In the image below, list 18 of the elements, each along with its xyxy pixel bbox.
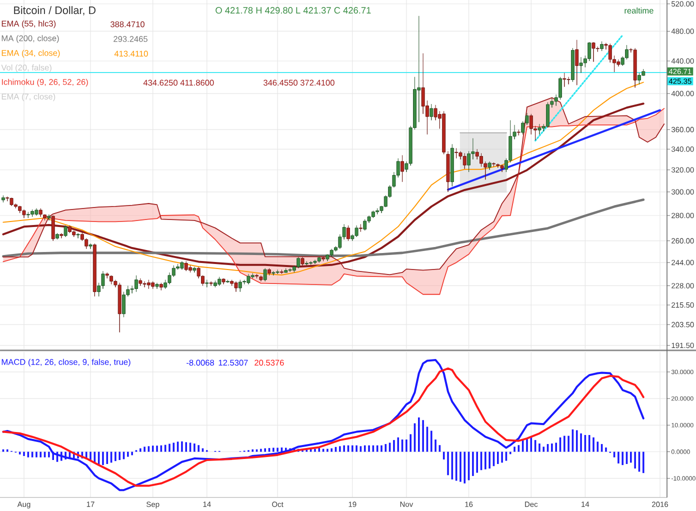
annotation: 20.5376 — [254, 360, 284, 366]
annotation: EMA (7, close) — [2, 93, 56, 102]
text: EMA (34, close) — [2, 50, 60, 58]
annotation: realtime — [624, 7, 654, 14]
annotation: 434.6250 411.8600 — [143, 80, 214, 86]
annotation: 388.4710 — [110, 21, 144, 28]
text: MA (200, close) — [2, 35, 59, 43]
annotation: 346.4550 372.4100 — [264, 80, 334, 86]
annotation: 293.2465 — [114, 36, 148, 42]
annotation: 12.5307 — [218, 360, 248, 366]
annotation: -8.0068 — [186, 360, 214, 366]
text: EMA (55, hlc3) — [2, 20, 56, 28]
text: MACD (12, 26, close, 9, false, true) — [2, 358, 130, 367]
annotation: 413.4110 — [114, 50, 148, 57]
annotation: Vol (20, false) — [1, 64, 52, 72]
text: Bitcoin / Dollar, D — [14, 6, 96, 16]
text: Ichimoku (9, 26, 52, 26) — [2, 78, 88, 87]
text: O 421.78 H 429.80 L 421.37 C 426.71 — [216, 7, 371, 14]
